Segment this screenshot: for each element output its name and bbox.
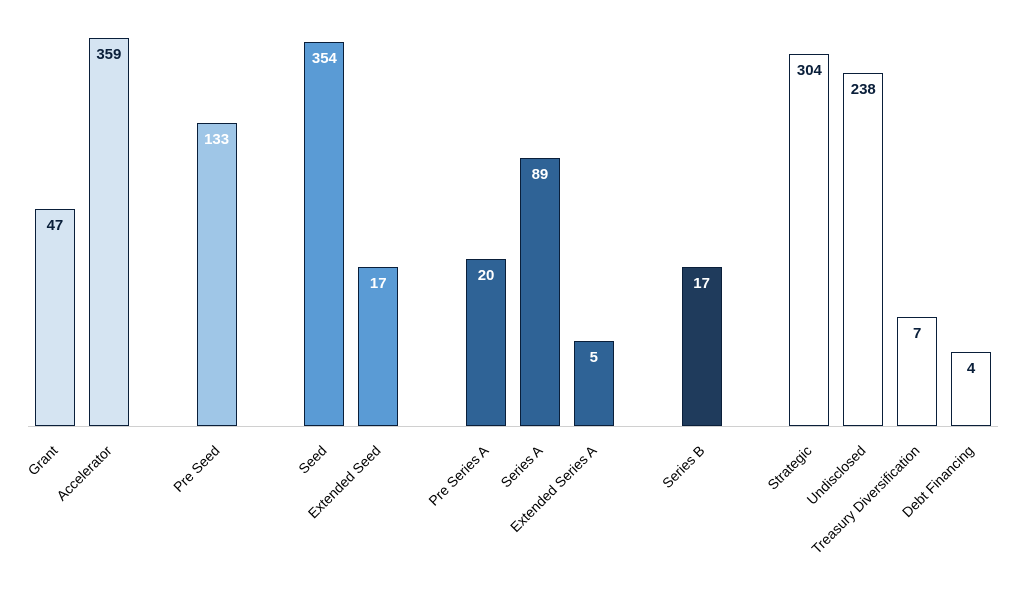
funding-stage-bar-chart: 4735913335417208951730423874 GrantAccele… [0, 0, 1024, 589]
bar: 20 [466, 259, 506, 426]
plot-area: 47 359 133 354 17 20 89 5 17 304 238 7 4 [28, 38, 998, 426]
x-axis-label: Debt Financing [782, 442, 977, 589]
bar-value-label: 133 [198, 132, 236, 147]
bar: 89 [520, 158, 560, 426]
bar: 359 [89, 38, 129, 426]
bar-value-label: 304 [790, 63, 828, 78]
bar-value-label: 17 [359, 276, 397, 291]
bar: 47 [35, 209, 75, 426]
bar-value-label: 359 [90, 47, 128, 62]
bar: 17 [358, 267, 398, 426]
bar: 7 [897, 317, 937, 426]
bar-value-label: 5 [575, 350, 613, 365]
x-axis-baseline [28, 426, 998, 427]
bar: 354 [304, 42, 344, 426]
bar-value-label: 47 [36, 218, 74, 233]
bar-value-label: 7 [898, 326, 936, 341]
bar: 238 [843, 73, 883, 426]
bar-value-label: 17 [683, 276, 721, 291]
bar: 304 [789, 54, 829, 426]
bar: 133 [197, 123, 237, 426]
bar: 5 [574, 341, 614, 426]
bar: 17 [682, 267, 722, 426]
bar: 4 [951, 352, 991, 426]
bar-value-label: 354 [305, 51, 343, 66]
bar-value-label: 4 [952, 361, 990, 376]
bar-value-label: 89 [521, 167, 559, 182]
bar-value-label: 238 [844, 82, 882, 97]
bar-value-label: 20 [467, 268, 505, 283]
